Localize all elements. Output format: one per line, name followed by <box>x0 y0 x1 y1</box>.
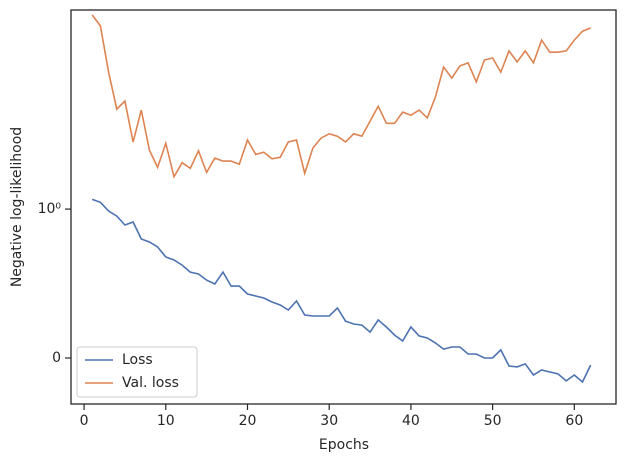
series-line <box>91 198 592 384</box>
x-tick-label: 30 <box>320 413 338 429</box>
x-tick-label: 50 <box>484 413 502 429</box>
y-tick-label: 0 <box>52 350 61 366</box>
series-line <box>91 14 591 179</box>
plot-frame <box>70 9 617 405</box>
x-tick-label: 10 <box>157 413 175 429</box>
legend-label: Val. loss <box>122 375 179 391</box>
x-tick-label: 20 <box>239 413 257 429</box>
y-axis-label: Negative log-likelihood <box>9 127 25 287</box>
legend-label: Loss <box>122 352 153 368</box>
x-tick-label: 40 <box>402 413 420 429</box>
y-tick-label: 10⁰ <box>38 201 62 217</box>
x-tick-label: 0 <box>80 413 89 429</box>
x-tick-label: 60 <box>565 413 583 429</box>
x-axis-label: Epochs <box>319 437 369 453</box>
